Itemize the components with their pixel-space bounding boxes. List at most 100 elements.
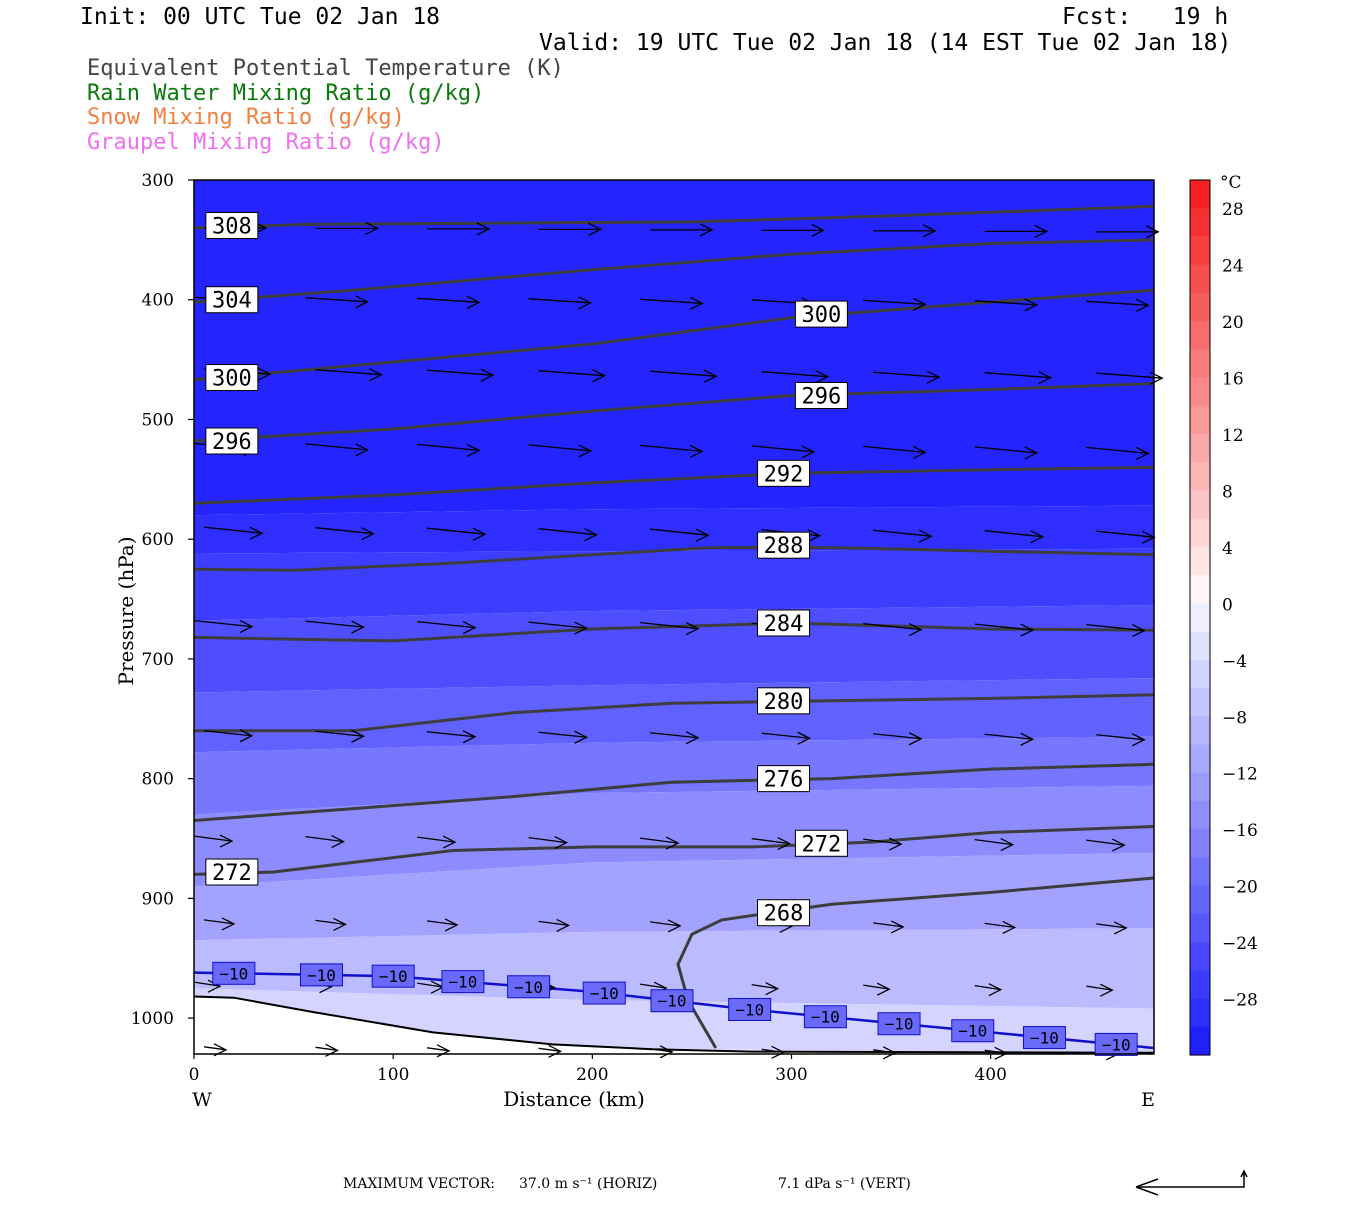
theta-e-label: 292 [757,459,811,487]
field-label: Graupel Mixing Ratio (g/kg) [87,129,445,155]
wind-vector [974,446,1039,460]
theta-e-276 [193,762,1155,822]
wind-vector [650,528,710,542]
colorbar-tick-label: 24 [1222,257,1244,277]
colorbar-swatch [1190,942,1210,971]
wind-vector [863,297,927,311]
theta-e-label: 272 [794,829,848,857]
theta-e-292 [193,465,1155,505]
x-tick-label: 0 [189,1065,200,1085]
svg-text:−10: −10 [1102,1035,1131,1054]
colorbar-swatch [1190,829,1210,859]
wind-vector [203,917,236,931]
init-time: Init: 00 UTC Tue 02 Jan 18 [80,4,441,30]
colorbar-swatch [1190,349,1210,379]
wind-vector [315,729,365,743]
svg-text:−10: −10 [1030,1029,1059,1048]
isotherm-label: −10 [507,975,551,999]
isotherm-label: −10 [441,970,485,994]
svg-text:−10: −10 [658,992,687,1011]
wind-vector [974,983,1003,997]
wind-vector [426,918,459,932]
colorbar-swatch [1190,208,1210,238]
terrain-fill [194,996,1154,1054]
field-label: Equivalent Potential Temperature (K) [87,56,564,81]
colorbar-tick-label: 0 [1222,595,1233,615]
y-tick-label: 600 [142,530,174,550]
colorbar-swatch [1190,744,1210,774]
theta-e-300 [193,288,1155,382]
west-label: W [192,1089,212,1111]
wind-vector [873,920,905,934]
wind-vector [538,730,589,744]
theta-e-label: 272 [205,858,259,886]
wind-vector [426,1044,451,1058]
reference-vector-icon [1135,1169,1248,1196]
theta-e-label: 300 [205,364,259,392]
svg-text:292: 292 [764,462,804,487]
wind-vector [650,369,718,383]
wind-vector [650,223,714,237]
isotherm-label: −10 [877,1012,921,1036]
wind-vector [974,298,1039,312]
y-tick-label: 700 [142,650,174,670]
colorbar-swatch [1190,772,1210,802]
wind-vector [538,222,603,236]
wind-vector [528,621,589,635]
colorbar-swatch [1190,462,1210,492]
colorbar-swatch [1190,603,1210,633]
wind-vector [203,526,264,540]
theta-e-label: 308 [205,211,259,239]
colorbar-frame [1189,179,1211,1056]
colorbar-swatch [1190,321,1210,350]
colorbar-tick-label: 4 [1222,539,1233,559]
svg-text:304: 304 [212,289,252,314]
wind-vector [863,622,923,637]
wind-vector [863,445,927,459]
x-axis-label: Distance (km) [503,1087,645,1111]
colorbar-tick-label: 16 [1222,370,1244,390]
colorbar-swatch [1190,998,1210,1028]
wind-vector [193,834,234,848]
theta-e-288 [193,546,1155,572]
svg-text:308: 308 [212,214,252,239]
wind-vector [416,835,457,849]
svg-text:272: 272 [212,861,252,886]
y-tick-label: 300 [142,171,174,191]
wind-vector [315,527,375,541]
colorbar-swatch [1190,264,1210,294]
wind-vector [751,982,780,996]
colorbar-swatch [1190,405,1210,435]
wind-vector [305,295,369,309]
colorbar-tick-label: −16 [1222,821,1258,841]
wind-vector [751,445,816,459]
wind-vector [427,222,491,236]
colorbar-swatch [1190,180,1210,209]
isotherm-label: −10 [650,989,694,1013]
wind-vector [984,920,1017,934]
wind-vector [873,1046,897,1060]
wind-vector [538,528,599,542]
wind-vector [528,444,593,458]
wind-vector [984,224,1049,238]
colorbar-tick-label: −12 [1222,765,1258,785]
wind-vector [538,369,607,383]
plot-frame [193,179,1155,1055]
y-tick-label: 400 [142,291,174,311]
theta-e-label: 296 [205,427,259,455]
colorbar-tick-label: 20 [1222,313,1244,333]
colorbar-tick-label: 8 [1222,482,1233,502]
wind-vector [193,619,254,634]
y-tick-label: 900 [142,889,174,909]
wind-vector [873,732,923,746]
field-label: Rain Water Mixing Ratio (g/kg) [87,80,485,106]
east-label: E [1141,1089,1155,1111]
wind-vector [863,982,891,996]
y-tick-label: 800 [142,770,174,790]
theta-e-label: 304 [205,286,259,314]
svg-text:−10: −10 [514,978,543,997]
svg-text:−10: −10 [448,973,477,992]
wind-vector [650,1045,674,1059]
wind-vector [640,296,704,310]
theta-e-label: 296 [794,382,848,410]
